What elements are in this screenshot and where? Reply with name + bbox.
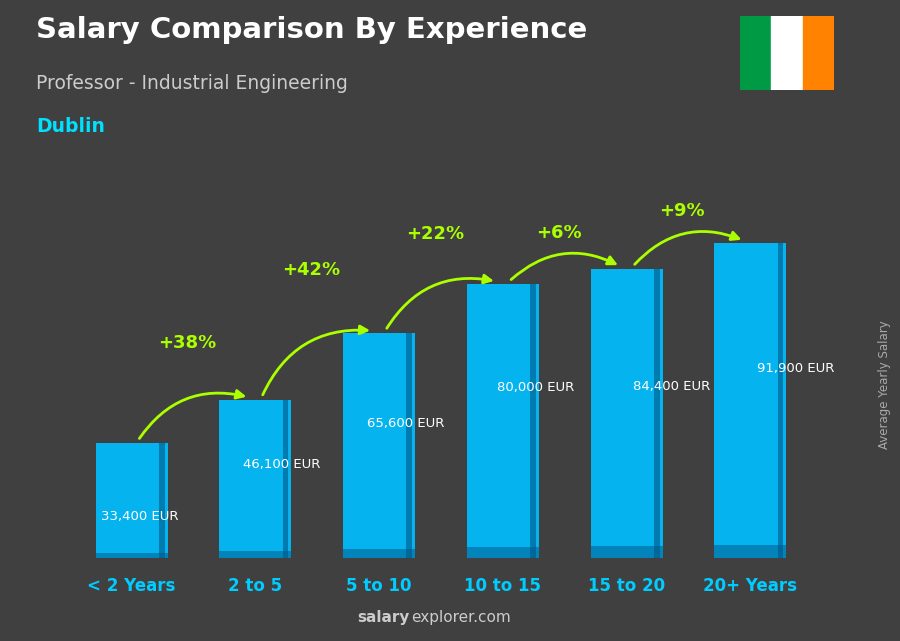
Bar xyxy=(95,553,167,558)
Text: Salary Comparison By Experience: Salary Comparison By Experience xyxy=(36,16,587,44)
Text: 80,000 EUR: 80,000 EUR xyxy=(497,381,574,394)
Text: 2 to 5: 2 to 5 xyxy=(229,578,283,595)
Bar xyxy=(740,16,771,90)
Text: 33,400 EUR: 33,400 EUR xyxy=(101,510,178,524)
Bar xyxy=(771,16,803,90)
Text: +38%: +38% xyxy=(158,334,216,352)
Bar xyxy=(590,546,662,558)
Bar xyxy=(715,545,787,558)
Bar xyxy=(159,444,165,558)
Bar xyxy=(590,269,662,558)
Bar xyxy=(407,333,412,558)
Text: Professor - Industrial Engineering: Professor - Industrial Engineering xyxy=(36,74,348,93)
Bar xyxy=(283,400,288,558)
Bar xyxy=(467,547,539,558)
Text: 15 to 20: 15 to 20 xyxy=(588,578,665,595)
Text: +9%: +9% xyxy=(660,201,705,220)
Bar xyxy=(343,549,415,558)
Bar xyxy=(530,284,536,558)
Text: 10 to 15: 10 to 15 xyxy=(464,578,542,595)
Text: +42%: +42% xyxy=(282,261,340,279)
Text: 20+ Years: 20+ Years xyxy=(704,578,797,595)
Bar xyxy=(803,16,834,90)
Text: < 2 Years: < 2 Years xyxy=(87,578,176,595)
Bar xyxy=(343,333,415,558)
Text: 91,900 EUR: 91,900 EUR xyxy=(757,362,834,376)
Bar xyxy=(467,284,539,558)
Bar xyxy=(715,244,787,558)
Text: 84,400 EUR: 84,400 EUR xyxy=(633,380,710,393)
Text: 65,600 EUR: 65,600 EUR xyxy=(367,417,444,430)
Text: salary: salary xyxy=(357,610,410,625)
Text: 5 to 10: 5 to 10 xyxy=(346,578,412,595)
Text: +6%: +6% xyxy=(536,224,581,242)
Bar xyxy=(95,444,167,558)
Text: explorer.com: explorer.com xyxy=(411,610,511,625)
Text: 46,100 EUR: 46,100 EUR xyxy=(243,458,320,471)
Bar xyxy=(220,551,292,558)
Bar xyxy=(778,244,783,558)
Bar xyxy=(220,400,292,558)
Text: Average Yearly Salary: Average Yearly Salary xyxy=(878,320,891,449)
Text: +22%: +22% xyxy=(406,225,464,243)
Text: Dublin: Dublin xyxy=(36,117,105,136)
Bar xyxy=(654,269,660,558)
